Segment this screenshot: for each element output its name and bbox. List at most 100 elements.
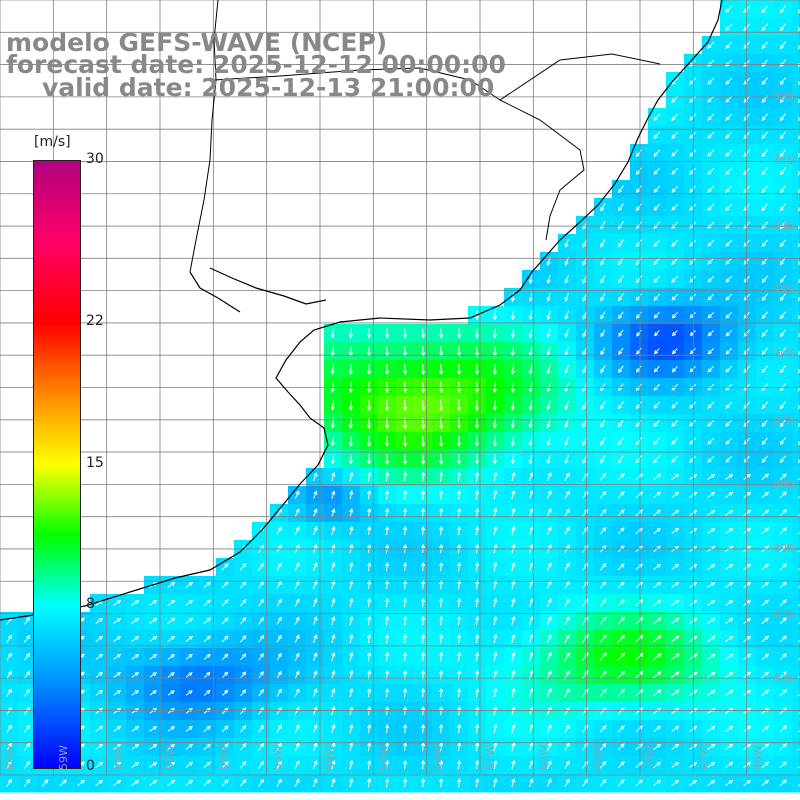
wind-arrow xyxy=(439,579,444,590)
wind-arrow xyxy=(95,743,104,751)
longitude-label: 47W xyxy=(697,745,711,770)
wind-arrow xyxy=(492,454,498,465)
wind-arrow xyxy=(439,615,444,626)
wind-arrow xyxy=(367,615,372,626)
wind-arrow xyxy=(761,23,769,32)
wind-arrow xyxy=(599,724,607,733)
wind-speed-cell xyxy=(792,252,800,271)
wind-arrow xyxy=(221,653,229,661)
wind-arrow xyxy=(798,315,800,320)
wind-arrow xyxy=(348,346,354,357)
wind-arrow xyxy=(385,561,390,572)
wind-arrow xyxy=(599,742,607,751)
wind-arrow xyxy=(384,328,390,339)
wind-arrow xyxy=(725,509,734,516)
wind-arrow xyxy=(779,293,786,302)
wind-arrow xyxy=(294,652,300,661)
wind-arrow xyxy=(707,311,715,319)
wind-arrow xyxy=(546,472,552,482)
wind-arrow xyxy=(653,311,660,319)
wind-arrow xyxy=(349,705,354,716)
wind-arrow xyxy=(113,779,122,786)
wind-arrow xyxy=(403,328,408,339)
wind-arrow xyxy=(635,239,643,248)
wind-arrow xyxy=(599,508,607,517)
wind-arrow xyxy=(294,706,300,716)
wind-speed-cell xyxy=(792,162,800,181)
wind-arrow xyxy=(779,743,787,751)
wind-arrow xyxy=(276,670,282,679)
wind-arrow xyxy=(564,238,569,248)
wind-arrow xyxy=(149,708,158,714)
wind-arrow xyxy=(779,113,786,122)
colorbar-tick-label: 30 xyxy=(86,151,104,167)
wind-arrow xyxy=(258,616,265,625)
wind-arrow xyxy=(725,455,733,463)
wind-arrow xyxy=(725,653,734,660)
wind-arrow xyxy=(617,473,625,481)
wind-arrow xyxy=(617,419,624,428)
wind-arrow xyxy=(385,471,390,482)
wind-arrow xyxy=(636,347,642,355)
wind-arrow xyxy=(600,365,606,374)
wind-arrow xyxy=(761,509,770,517)
wind-arrow xyxy=(149,635,158,642)
wind-arrow xyxy=(779,329,786,338)
wind-arrow xyxy=(761,473,769,481)
wind-arrow xyxy=(258,760,265,769)
wind-arrow xyxy=(439,471,444,482)
wind-arrow xyxy=(240,689,247,697)
wind-speed-cell xyxy=(792,54,800,73)
wind-arrow xyxy=(599,580,607,589)
wind-arrow xyxy=(798,117,800,122)
wind-arrow xyxy=(779,149,786,158)
wind-arrow xyxy=(421,759,426,770)
wind-arrow xyxy=(95,671,104,678)
colorbar-unit: [m/s] xyxy=(34,134,71,150)
wind-arrow xyxy=(367,561,372,572)
wind-arrow xyxy=(670,671,680,679)
wind-arrow xyxy=(185,599,194,607)
wind-arrow xyxy=(546,364,551,375)
wind-arrow xyxy=(653,599,662,607)
wind-arrow xyxy=(725,491,734,498)
wind-arrow xyxy=(493,615,498,626)
wind-arrow xyxy=(725,131,733,139)
wind-arrow xyxy=(599,616,607,625)
wind-arrow xyxy=(203,599,211,607)
wind-arrow xyxy=(635,149,642,158)
wind-arrow xyxy=(24,778,31,787)
wind-arrow xyxy=(367,507,372,518)
wind-arrow xyxy=(24,760,31,769)
wind-arrow xyxy=(457,489,462,500)
wind-arrow xyxy=(258,724,265,733)
wind-arrow xyxy=(798,351,800,356)
wind-arrow xyxy=(294,490,300,499)
wind-arrow xyxy=(706,653,716,661)
wind-arrow xyxy=(313,598,318,608)
wind-arrow xyxy=(707,581,716,588)
wind-arrow xyxy=(421,561,426,572)
latitude-label: 39S xyxy=(773,541,794,555)
wind-arrow xyxy=(474,328,480,339)
wind-arrow xyxy=(725,473,734,480)
wind-arrow xyxy=(761,635,770,643)
wind-arrow xyxy=(294,724,300,734)
wind-arrow xyxy=(600,383,606,392)
wind-arrow xyxy=(528,705,534,716)
wind-arrow xyxy=(492,364,498,375)
wind-arrow xyxy=(779,347,786,356)
wind-arrow xyxy=(652,653,662,661)
wind-arrow xyxy=(707,330,714,337)
wind-arrow xyxy=(348,399,354,412)
wind-arrow xyxy=(797,693,800,697)
wind-arrow xyxy=(564,490,570,499)
wind-arrow xyxy=(331,670,336,680)
wind-arrow xyxy=(331,472,336,482)
wind-arrow xyxy=(653,185,661,193)
map-title-forecast-date: forecast date: 2025-12-12 00:00:00 xyxy=(6,50,506,79)
latitude-label: 33S xyxy=(773,154,794,168)
wind-arrow xyxy=(653,761,662,769)
wind-arrow xyxy=(707,509,716,516)
wind-arrow xyxy=(725,23,733,31)
